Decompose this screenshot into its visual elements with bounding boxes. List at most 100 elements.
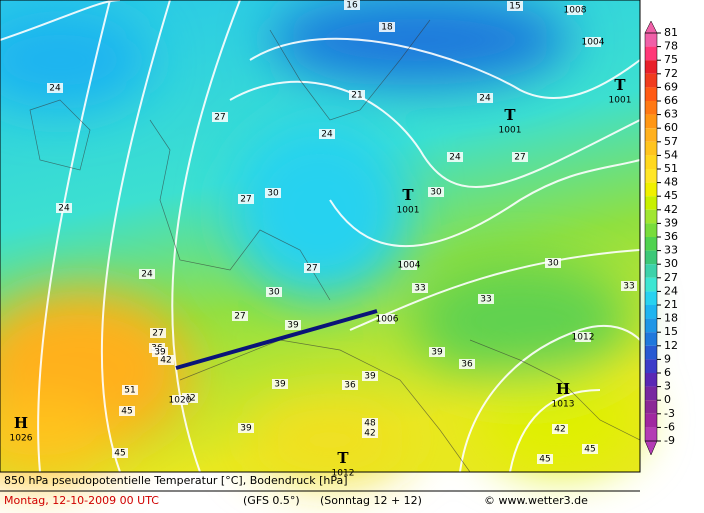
label-box <box>265 188 281 198</box>
colorbar-tick-label: 18 <box>664 312 678 325</box>
label-box <box>152 347 168 357</box>
label-box <box>266 287 282 297</box>
colorbar-swatch <box>645 427 657 441</box>
label-box <box>150 328 166 338</box>
label-box <box>567 5 583 15</box>
contour-label: 24 <box>321 130 333 140</box>
contour-label: 16 <box>346 1 358 11</box>
label-box <box>507 1 523 11</box>
colorbar-swatch <box>645 46 657 61</box>
colorbar-arrow-top <box>644 20 658 34</box>
contour-label: 33 <box>623 282 634 292</box>
label-box <box>342 380 358 390</box>
pressure-center-value: 1026 <box>10 434 33 444</box>
contour-label: 1006 <box>376 315 399 325</box>
colorbar-swatch <box>645 359 657 373</box>
label-box <box>238 423 254 433</box>
colorbar-swatch <box>645 182 657 197</box>
colorbar-tick-label: 36 <box>664 230 678 243</box>
label-box <box>212 112 228 122</box>
contour-label: 21 <box>351 91 362 101</box>
colorbar-tick-label: 72 <box>664 67 678 80</box>
contour-label: 27 <box>214 113 225 123</box>
pressure-center-symbol: T <box>402 186 414 204</box>
colorbar-arrow-bottom <box>644 440 658 456</box>
colorbar-tick-label: 54 <box>664 148 678 161</box>
label-box <box>582 444 598 454</box>
colorbar-swatch <box>645 264 657 278</box>
contour-label: 45 <box>121 407 132 417</box>
colorbar-swatch <box>645 291 657 305</box>
contour-label: 42 <box>554 425 565 435</box>
label-box <box>429 347 445 357</box>
colorbar-tick-label: 3 <box>664 380 671 393</box>
label-box <box>575 332 591 342</box>
colorbar-swatch <box>645 33 657 47</box>
contour-label: 18 <box>381 23 393 33</box>
label-box <box>47 83 63 93</box>
colorbar-tick-label: 39 <box>664 216 678 229</box>
contour-label: 1020 <box>169 396 192 406</box>
contour-label: 1008 <box>564 6 587 16</box>
colorbar-tick-label: 63 <box>664 108 678 121</box>
colorbar-tick-label: 60 <box>664 121 678 134</box>
colorbar-swatch <box>645 345 657 360</box>
label-box <box>304 263 320 273</box>
colorbar-swatch <box>645 305 657 319</box>
footer-source: © www.wetter3.de <box>484 494 588 507</box>
contour-label: 15 <box>509 2 520 12</box>
contour-label: 42 <box>184 394 195 404</box>
contour-label: 39 <box>154 348 166 358</box>
colorbar-tick-label: -3 <box>664 407 675 420</box>
contour-label: 45 <box>584 445 595 455</box>
colorbar-tick-label: 33 <box>664 244 678 257</box>
pressure-center-symbol: T <box>337 449 349 467</box>
label-box <box>459 359 475 369</box>
colorbar-tick-label: 15 <box>664 325 678 338</box>
label-box <box>232 311 248 321</box>
contour-label: 1012 <box>572 333 595 343</box>
colorbar-tick-label: -6 <box>664 420 675 433</box>
label-box <box>401 260 417 270</box>
colorbar-tick-label: 30 <box>664 257 678 270</box>
colorbar-tick-label: 9 <box>664 352 671 365</box>
colorbar-tick-label: 69 <box>664 80 678 93</box>
colorbar-swatch <box>645 413 657 428</box>
contour-label: 36 <box>344 381 356 391</box>
label-box <box>122 385 138 395</box>
label-box <box>478 294 494 304</box>
label-box <box>158 355 174 365</box>
pressure-center-value: 1013 <box>552 400 575 410</box>
contour-label: 33 <box>414 284 425 294</box>
cross-section-line <box>175 309 378 370</box>
contour-label: 24 <box>479 94 491 104</box>
contour-label: 33 <box>480 295 491 305</box>
pressure-center-symbol: H <box>556 380 570 398</box>
contour-label: 30 <box>547 259 559 269</box>
label-box <box>344 0 360 10</box>
label-box <box>139 269 155 279</box>
label-box <box>182 393 198 403</box>
pressure-center-value: 1012 <box>332 469 355 479</box>
colorbar-tick-label: 75 <box>664 53 678 66</box>
colorbar-tick-label: 0 <box>664 393 671 406</box>
colorbar-tick-label: 81 <box>664 26 678 39</box>
colorbar-swatch <box>645 250 657 265</box>
colorbar-tick-label: 66 <box>664 94 678 107</box>
colorbar-tick-label: 27 <box>664 271 678 284</box>
footer-model: (GFS 0.5°) <box>243 494 300 507</box>
colorbar-swatch <box>645 73 657 88</box>
pressure-center-value: 1001 <box>397 206 420 216</box>
label-box <box>362 428 378 438</box>
contour-label: 27 <box>514 153 525 163</box>
label-box <box>362 418 378 428</box>
label-box <box>537 454 553 464</box>
colorbar-tick-label: 12 <box>664 339 678 352</box>
colorbar-tick-label: 48 <box>664 176 678 189</box>
label-box <box>119 406 135 416</box>
contour-label: 24 <box>58 204 70 214</box>
colorbar-swatch <box>645 209 657 224</box>
contour-label: 30 <box>267 189 279 199</box>
label-box <box>172 395 188 405</box>
contour-label: 30 <box>430 188 442 198</box>
